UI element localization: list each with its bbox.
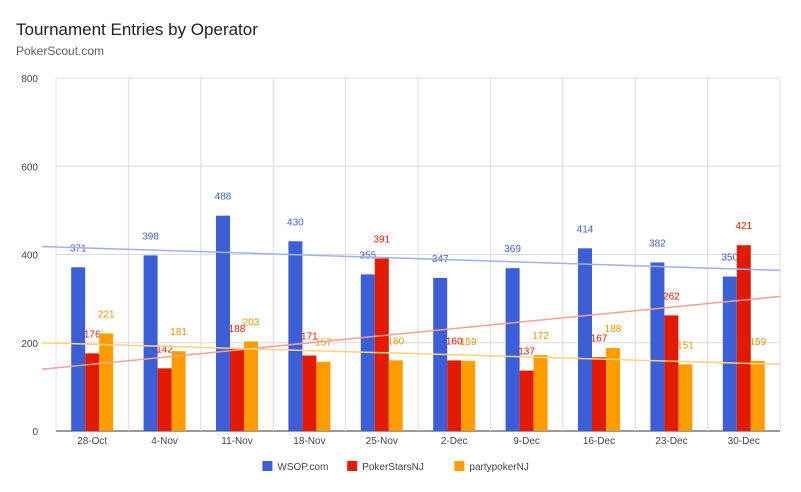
y-tick-label: 600: [21, 162, 38, 173]
legend-swatch: [347, 461, 358, 471]
data-label: 421: [735, 221, 752, 232]
data-label: 188: [229, 324, 246, 335]
bar-partypokernj: [678, 364, 693, 431]
y-tick-label: 800: [21, 74, 38, 85]
data-label: 151: [677, 340, 694, 351]
data-label: 488: [215, 192, 232, 203]
chart-subtitle: PokerScout.com: [16, 44, 105, 58]
trendline-partypokernj: [41, 342, 781, 366]
data-label: 171: [301, 332, 318, 343]
legend-swatch: [454, 461, 465, 471]
bar-pokerstarsnj: [230, 348, 244, 431]
y-tick-label: 200: [21, 339, 38, 350]
bar-wsop-com: [143, 255, 158, 431]
bar-partypokernj: [244, 341, 258, 431]
data-label: 160: [387, 336, 404, 347]
data-label: 188: [605, 324, 622, 335]
bar-wsop-com: [722, 276, 737, 431]
bar-wsop-com: [650, 262, 665, 431]
x-tick-label: 18-Nov: [293, 436, 325, 447]
data-label: 172: [532, 331, 549, 342]
trendline-wsop-com: [41, 245, 781, 272]
data-label: 142: [156, 344, 173, 355]
data-label: 137: [518, 347, 535, 358]
legend-label: WSOP.com: [277, 462, 328, 473]
chart-title: Tournament Entries by Operator: [16, 20, 258, 39]
bar-partypokernj: [316, 361, 331, 431]
y-tick-label: 0: [32, 427, 38, 438]
x-tick-label: 16-Dec: [583, 436, 615, 447]
bar-pokerstarsnj: [374, 258, 389, 431]
data-label: 157: [315, 338, 332, 349]
data-label: 181: [170, 327, 187, 338]
x-tick-label: 25-Nov: [366, 436, 398, 447]
x-tick-label: 30-Dec: [728, 436, 760, 447]
legend-swatch: [262, 461, 273, 471]
data-label: 398: [142, 231, 159, 242]
bar-wsop-com: [216, 215, 230, 431]
bar-partypokernj: [606, 348, 620, 431]
data-label: 203: [243, 317, 260, 328]
trendline-pokerstarsnj: [41, 295, 781, 370]
data-label: 159: [749, 337, 766, 348]
data-label: 176: [84, 329, 101, 340]
bar-wsop-com: [288, 241, 303, 431]
bar-pokerstarsnj: [592, 357, 606, 431]
data-label: 221: [98, 309, 115, 320]
data-label: 262: [663, 291, 680, 302]
legend-label: PokerStarsNJ: [362, 462, 424, 473]
data-label: 159: [460, 337, 477, 348]
data-label: 391: [373, 234, 390, 245]
bar-partypokernj: [461, 360, 476, 431]
x-tick-label: 2-Dec: [441, 436, 468, 447]
x-tick-label: 28-Oct: [77, 436, 107, 447]
x-tick-label: 4-Nov: [151, 436, 178, 447]
bar-partypokernj: [99, 333, 114, 431]
data-label: 430: [287, 217, 304, 228]
data-label: 355: [359, 250, 376, 261]
data-label: 167: [591, 333, 608, 344]
bar-wsop-com: [578, 248, 592, 431]
y-tick-label: 400: [21, 251, 38, 262]
x-tick-label: 23-Dec: [655, 436, 687, 447]
bar-partypokernj: [171, 351, 186, 431]
data-label: 350: [721, 253, 738, 264]
data-label: 160: [446, 336, 463, 347]
bar-wsop-com: [71, 267, 86, 431]
data-label: 371: [70, 243, 87, 254]
bar-pokerstarsnj: [447, 360, 462, 431]
data-label: 382: [649, 238, 666, 249]
data-label: 369: [504, 244, 521, 255]
bar-partypokernj: [750, 360, 765, 431]
bar-wsop-com: [505, 268, 520, 431]
bar-pokerstarsnj: [85, 353, 100, 431]
bar-pokerstarsnj: [302, 355, 317, 431]
bar-partypokernj: [533, 355, 548, 431]
legend-label: partypokerNJ: [469, 462, 528, 473]
data-label: 414: [577, 224, 594, 235]
x-tick-label: 11-Nov: [221, 436, 253, 447]
x-tick-label: 9-Dec: [513, 436, 540, 447]
bar-pokerstarsnj: [157, 368, 172, 431]
bar-partypokernj: [388, 360, 403, 431]
bar-pokerstarsnj: [736, 245, 751, 431]
bar-pokerstarsnj: [519, 370, 534, 431]
bar-pokerstarsnj: [664, 315, 679, 431]
